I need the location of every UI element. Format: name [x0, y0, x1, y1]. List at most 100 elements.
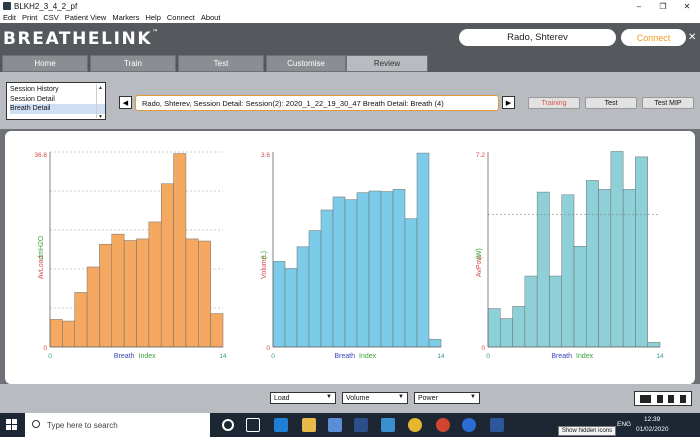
bar [647, 342, 661, 348]
file-explorer-icon[interactable] [302, 418, 316, 432]
list-scrollbar[interactable]: ▲ ▼ [96, 84, 104, 120]
bar [392, 189, 406, 348]
menu-edit[interactable]: Edit [3, 13, 16, 22]
tab-review[interactable]: Review [346, 55, 428, 72]
list-item-breath-detail[interactable]: Breath Detail [10, 104, 105, 114]
x-tick-label: 0 [271, 353, 275, 360]
x-axis-label: Breath [114, 353, 135, 360]
volume-select[interactable]: Volume ▼ [342, 392, 408, 404]
minimize-button[interactable]: – [636, 1, 642, 11]
clock-date[interactable]: 01/02/2020 [636, 426, 669, 433]
menu-markers[interactable]: Markers [112, 13, 140, 22]
breathelink-logo: BREATHELINK™ [3, 29, 160, 49]
logo-trademark: ™ [152, 29, 160, 36]
bar [136, 238, 150, 348]
word-icon[interactable] [490, 418, 504, 432]
taskbar-search-input[interactable]: Type here to search [25, 413, 210, 437]
bar [99, 243, 113, 348]
powerpoint-icon[interactable] [436, 418, 450, 432]
detail-level-list[interactable]: Session History Session Detail Breath De… [6, 82, 106, 120]
bar [160, 183, 174, 348]
bar [123, 240, 137, 348]
maximize-button[interactable]: ❐ [659, 1, 667, 11]
bar [524, 275, 538, 348]
bar [380, 191, 394, 348]
bar [272, 261, 286, 348]
bar [500, 318, 513, 348]
bar [561, 194, 575, 348]
x-tick-label: 14 [656, 353, 664, 360]
chart-selector-bar: Load ▼ Volume ▼ Power ▼ [0, 384, 700, 413]
clock-time[interactable]: 12:39 [644, 416, 661, 423]
bar [198, 240, 211, 348]
y-tick-label: 0 [266, 345, 270, 352]
bar [536, 191, 550, 348]
review-toolbar: Session History Session Detail Breath De… [0, 72, 700, 129]
power-select[interactable]: Power ▼ [414, 392, 480, 404]
menu-csv[interactable]: CSV [43, 13, 59, 22]
cortana-icon[interactable] [222, 419, 234, 431]
search-placeholder: Type here to search [47, 420, 118, 430]
menu-patient-view[interactable]: Patient View [64, 13, 107, 22]
bar [74, 292, 88, 348]
test-button[interactable]: Test [585, 97, 637, 109]
bar [111, 233, 125, 348]
window-close-button[interactable]: ✕ [683, 1, 691, 11]
app-header: BREATHELINK™ Rado, Shterev Connect ✕ [0, 23, 700, 55]
x-axis-unit-label: Index [359, 353, 377, 360]
window-title: BLKH2_3_4_2_pf [14, 1, 78, 11]
menu-connect[interactable]: Connect [166, 13, 195, 22]
test-mip-button[interactable]: Test MIP [642, 97, 694, 109]
x-axis-unit-label: Index [576, 353, 594, 360]
store-icon[interactable] [328, 418, 342, 432]
bar [598, 189, 612, 348]
bar [62, 320, 75, 348]
windows-start-icon[interactable] [6, 419, 18, 431]
tab-train[interactable]: Train [90, 55, 176, 72]
power-chart: 7.2 00 14 Breath Index AvPow(W) [476, 151, 664, 360]
volume-chart: 3.6 00 14 Breath Index Volume(L) [261, 152, 445, 360]
menu-bar: Edit Print CSV Patient View Markers Help… [0, 12, 700, 23]
session-detail-text: Rado, Shterev, Session Detail: Session(2… [135, 95, 499, 111]
menu-help[interactable]: Help [145, 13, 161, 22]
bar [284, 268, 298, 348]
x-tick-label: 0 [486, 353, 490, 360]
training-button[interactable]: Training [528, 97, 580, 109]
app-icon [3, 2, 11, 10]
task-view-icon[interactable] [246, 418, 260, 432]
layout-toggle-icon[interactable] [634, 391, 692, 406]
list-item-session-history[interactable]: Session History [10, 86, 59, 93]
load-select[interactable]: Load ▼ [270, 392, 336, 404]
chevron-down-icon: ▼ [398, 394, 404, 400]
next-arrow-button[interactable]: ▶ [502, 96, 515, 109]
connect-button[interactable]: Connect [621, 29, 686, 46]
mail-icon[interactable] [354, 418, 368, 432]
user-name-field[interactable]: Rado, Shterev [459, 29, 616, 46]
language-indicator[interactable]: ENG [617, 421, 632, 428]
edge-icon[interactable] [274, 418, 288, 432]
bar [332, 196, 346, 348]
bar [428, 339, 442, 348]
bar [416, 152, 430, 348]
app-w-icon[interactable] [381, 418, 395, 432]
x-tick-label: 14 [219, 353, 227, 360]
y-tick-label: 0 [43, 345, 47, 352]
y-axis-unit-label: (W) [476, 248, 483, 259]
breathelink-taskbar-icon[interactable] [462, 418, 476, 432]
list-item-session-detail[interactable]: Session Detail [10, 95, 55, 103]
tab-customise[interactable]: Customise [266, 55, 346, 72]
close-icon[interactable]: ✕ [688, 32, 697, 43]
menu-print[interactable]: Print [21, 13, 38, 22]
tab-test[interactable]: Test [178, 55, 264, 72]
bar [185, 238, 199, 348]
previous-arrow-button[interactable]: ◀ [119, 96, 132, 109]
chrome-icon[interactable] [408, 418, 422, 432]
bar [635, 156, 648, 348]
bar [549, 275, 562, 348]
y-axis-unit-label: (L) [261, 251, 268, 260]
load-select-value: Load [274, 394, 290, 402]
menu-about[interactable]: About [200, 13, 221, 22]
tab-home[interactable]: Home [2, 55, 88, 72]
